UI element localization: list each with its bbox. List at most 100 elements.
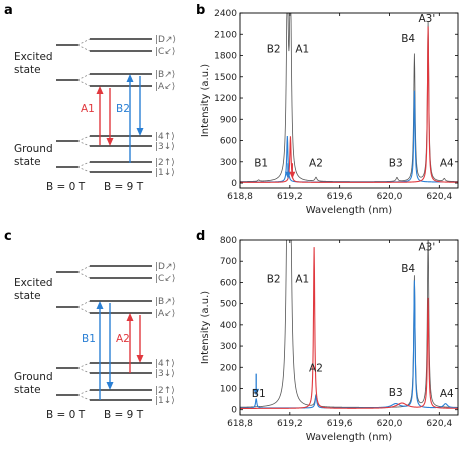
x-tick-label: 620,4	[426, 192, 452, 202]
level-label-4: |4↑⟩	[155, 132, 175, 142]
ground-state-label-line2: state	[14, 384, 41, 396]
x-tick-label: 620,0	[377, 192, 403, 202]
level-label-C: |C↙⟩	[155, 274, 175, 284]
spectrum-chart-d: 0 100 200 300 400 500 600 700 800 618,8 619,2 619,6…	[200, 236, 459, 443]
peak-label: A2	[309, 363, 323, 375]
x-axis-label: Wavelength (nm)	[306, 432, 392, 443]
y-tick-label: 300	[220, 158, 237, 168]
plot-frame	[239, 239, 459, 416]
excited-state-label-line2: state	[14, 290, 41, 302]
y-tick-label: 2400	[214, 9, 237, 19]
peak-arrow-head	[289, 171, 296, 179]
x-tick-label: 620,0	[377, 419, 403, 429]
peak-label: B4	[401, 263, 415, 275]
transition-b2: B2	[116, 74, 144, 163]
x-tick-label: 619,2	[277, 419, 303, 429]
field-label-nine: B = 9 T	[104, 409, 144, 421]
split-levels	[90, 38, 152, 173]
peak-label: A2	[309, 158, 323, 170]
peak-label: A1	[295, 273, 309, 285]
field-label-zero: B = 0 T	[46, 409, 86, 421]
peak-label: A1	[295, 44, 309, 56]
level-label-3: |3↓⟩	[155, 369, 175, 379]
y-tick-label: 600	[220, 137, 237, 147]
x-tick-label: 619,6	[327, 192, 353, 202]
y-tick-label: 2100	[214, 30, 237, 40]
excited-state-label-line2: state	[14, 64, 41, 76]
spectrum-line-series-1	[240, 13, 458, 183]
peak-label: B3	[389, 158, 403, 170]
field-label-zero: B = 0 T	[46, 181, 86, 193]
y-tick-label: 1200	[214, 94, 237, 104]
peak-label: B3	[389, 387, 403, 399]
plot-area	[240, 13, 458, 183]
y-axis-label: Intensity (a.u.)	[200, 64, 211, 137]
transition-label-a1: A1	[81, 103, 95, 115]
panel-label-a: a	[4, 3, 13, 18]
peak-label: B2	[267, 44, 281, 56]
peak-arrow-head	[253, 388, 260, 396]
y-tick-label: 700	[220, 257, 237, 267]
transition-label-a2: A2	[116, 333, 130, 345]
level-label-A: |A↙⟩	[155, 82, 175, 92]
level-label-B: |B↗⟩	[155, 70, 175, 80]
peak-label: B1	[252, 388, 266, 400]
transition-label-b1: B1	[82, 333, 96, 345]
panel-label-c: c	[4, 229, 12, 244]
energy-level-diagram-a: Excited state Ground state |D↗⟩ |C↙⟩	[14, 35, 176, 193]
excited-state-label-line1: Excited	[14, 51, 53, 63]
y-tick-label: 0	[231, 406, 237, 416]
y-tick-label: 500	[220, 300, 237, 310]
level-label-A: |A↙⟩	[155, 309, 175, 319]
level-label-B: |B↗⟩	[155, 297, 175, 307]
transition-a1: A1	[81, 86, 114, 146]
level-label-C: |C↙⟩	[155, 47, 175, 57]
y-tick-label: 100	[220, 384, 237, 394]
level-label-3: |3↓⟩	[155, 142, 175, 152]
spectrum-line-series-1	[240, 240, 458, 408]
peak-label: A4	[440, 388, 454, 400]
level-label-1: |1↓⟩	[155, 168, 175, 178]
y-tick-label: 900	[220, 115, 237, 125]
y-tick-label: 300	[220, 342, 237, 352]
peak-label: B4	[401, 33, 415, 45]
spectrum-line-series-3	[240, 26, 458, 183]
y-tick-label: 1800	[214, 52, 237, 62]
y-tick-label: 1500	[214, 73, 237, 83]
excited-state-label-line1: Excited	[14, 277, 53, 289]
peak-label: A3'	[418, 13, 435, 25]
y-tick-label: 200	[220, 363, 237, 373]
x-tick-label: 620,4	[426, 419, 452, 429]
plot-area	[240, 240, 458, 409]
level-label-2: |2↑⟩	[155, 158, 175, 168]
y-tick-label: 600	[220, 278, 237, 288]
x-tick-label: 618,8	[227, 419, 253, 429]
x-tick-label: 619,2	[277, 192, 303, 202]
y-axis-label: Intensity (a.u.)	[200, 291, 211, 364]
x-axis-label: Wavelength (nm)	[306, 205, 392, 216]
panel-label-b: b	[196, 3, 205, 18]
peak-label: B1	[254, 158, 268, 170]
panel-label-d: d	[196, 229, 205, 244]
peak-label: B2	[267, 273, 281, 285]
transition-label-b2: B2	[116, 103, 130, 115]
x-tick-label: 619,6	[327, 419, 353, 429]
field-label-nine: B = 9 T	[104, 181, 144, 193]
y-tick-label: 0	[231, 179, 237, 189]
spectrum-chart-b: 0 300 600 900 1200 1500 1800 2100 2400 618,8 619,2…	[200, 9, 459, 216]
spectrum-line-series-3	[240, 247, 458, 409]
energy-level-diagram-c: Excited state Ground state |D↗⟩ |C↙⟩ |B↗…	[14, 262, 176, 421]
level-label-1: |1↓⟩	[155, 396, 175, 406]
ground-state-label-line1: Ground	[14, 143, 53, 155]
peak-label: A4	[440, 158, 454, 170]
ground-state-label-line2: state	[14, 156, 41, 168]
level-label-D: |D↗⟩	[155, 262, 176, 272]
plot-frame	[239, 12, 459, 189]
level-label-4: |4↑⟩	[155, 359, 175, 369]
x-tick-label: 618,8	[227, 192, 253, 202]
y-tick-label: 800	[220, 236, 237, 246]
transition-b1: B1	[82, 301, 114, 400]
ground-state-label-line1: Ground	[14, 371, 53, 383]
level-label-D: |D↗⟩	[155, 35, 176, 45]
